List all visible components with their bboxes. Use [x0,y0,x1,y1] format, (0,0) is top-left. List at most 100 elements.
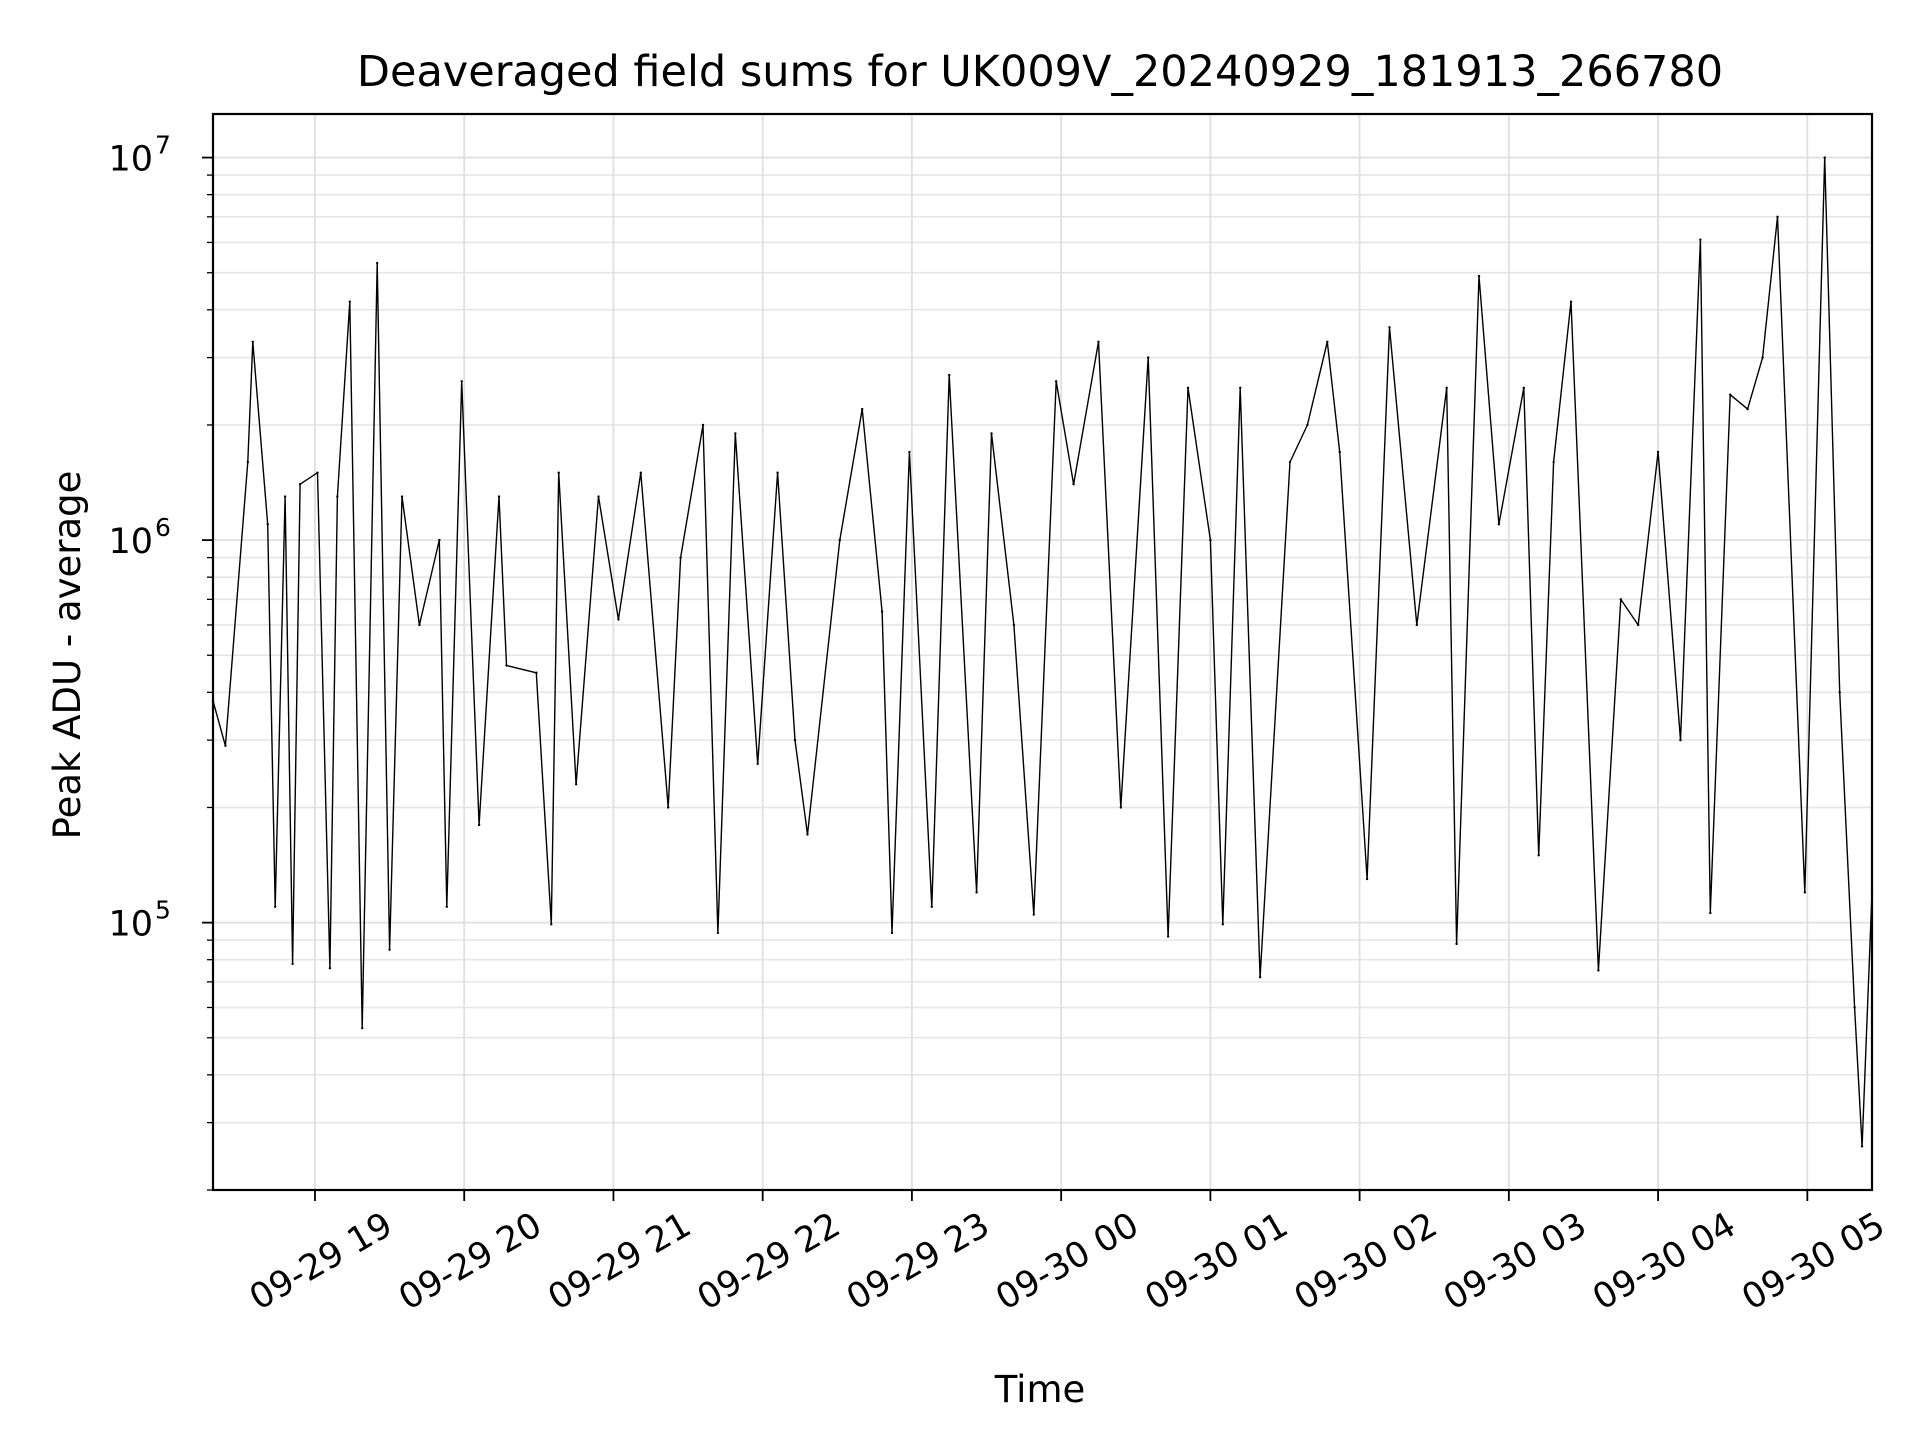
data-point [375,261,379,265]
data-point [1306,423,1309,427]
data-point [1729,393,1732,396]
data-point [1365,877,1369,881]
data-point [756,762,759,766]
data-point [1636,623,1640,627]
data-point [597,495,600,498]
y-tick-label: 10 [108,522,153,562]
data-point [1388,326,1391,329]
data-point [328,967,332,970]
y-tick-label-exponent: 5 [155,896,171,925]
data-point [1656,450,1660,454]
data-point [1012,623,1016,627]
data-point [1032,913,1035,916]
data-point [273,905,277,908]
data-point [477,823,481,827]
data-point [246,460,250,464]
data-point [793,738,797,742]
data-point [838,538,841,542]
data-point [283,495,287,498]
data-point [1522,386,1525,390]
y-tick-label-exponent: 6 [155,513,171,542]
data-point [251,340,254,343]
data-point [908,450,911,454]
data-point [1258,976,1262,979]
data-point [948,373,951,377]
data-point [316,471,319,474]
data-point [1221,923,1225,926]
data-point [1619,598,1622,601]
data-point [497,495,501,498]
data-point [776,471,779,474]
data-point [701,423,705,427]
plot-area-frame [211,112,1874,1192]
data-point [1455,942,1458,946]
data-point [1166,935,1170,938]
data-point [890,931,894,935]
data-point [1288,460,1292,464]
data-point [1209,538,1212,542]
data-point [860,407,864,411]
y-tick-label-exponent: 7 [155,131,171,160]
data-point [1186,386,1190,390]
data-point [1326,340,1329,343]
data-point [445,905,449,908]
data-point [266,523,269,526]
data-point [1552,460,1555,464]
data-point [348,300,351,303]
data-point [1072,483,1075,486]
data-point [418,623,421,627]
data-point [990,432,993,435]
data-point [1239,386,1242,390]
data-point [1823,156,1826,159]
data-point [224,744,227,747]
data-point [535,671,538,674]
data-point [1097,340,1100,343]
data-point [639,471,643,474]
data-point [1445,386,1448,390]
data-point [574,783,578,786]
data-point [1054,380,1058,383]
data-point [1860,1145,1864,1148]
data-point [298,483,302,486]
data-point [1597,969,1600,972]
data-point [400,495,404,498]
data-point [550,923,553,926]
data-point [1119,806,1123,809]
data-point [460,380,463,383]
data-point [617,618,620,621]
data-point [1838,691,1841,694]
data-point [557,471,560,474]
data-point [1803,891,1807,894]
data-point [734,432,737,435]
data-point [336,495,339,498]
data-point [716,931,720,935]
data-point [880,610,884,613]
data-point [679,556,682,559]
data-point [666,806,670,809]
data-point [975,891,978,894]
data-point [1699,238,1702,241]
x-axis-label: Time [994,1368,1086,1411]
data-point [930,905,934,908]
data-point [1569,300,1573,303]
data-point [1709,911,1712,915]
data-point [505,664,508,667]
data-point [291,962,294,966]
data-point [1761,356,1764,359]
data-point [1338,450,1341,454]
data-point [361,1026,364,1030]
data-point [806,833,809,836]
data-point [1853,1006,1856,1009]
data-point [1415,623,1419,627]
chart-title: Deaveraged field sums for UK009V_2024092… [357,47,1723,97]
data-point [1776,215,1779,219]
data-point [1537,854,1540,857]
y-tick-label: 10 [108,905,153,945]
data-point [438,538,441,542]
data-point [1147,356,1150,359]
y-tick-label: 10 [108,140,153,180]
y-axis-label: Peak ADU - average [46,471,89,840]
